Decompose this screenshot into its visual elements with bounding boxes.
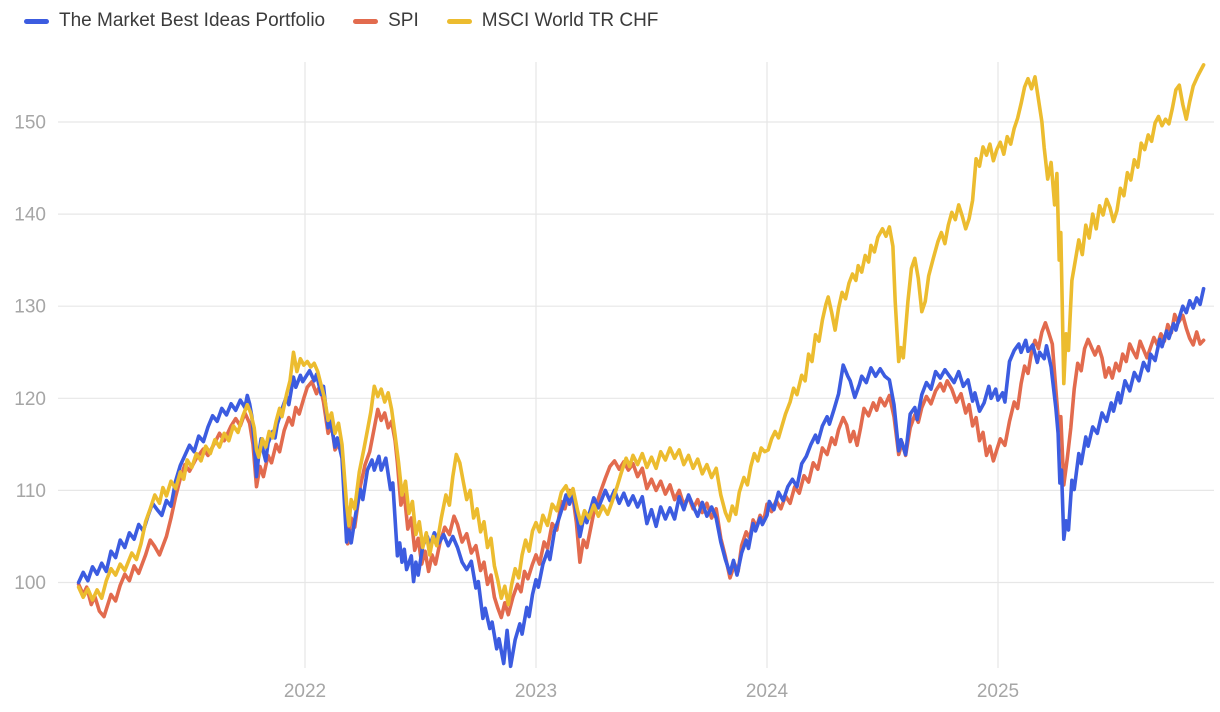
y-tick-120: 120 bbox=[14, 389, 46, 410]
legend-label-portfolio: The Market Best Ideas Portfolio bbox=[59, 10, 326, 31]
legend-marker-spi-icon bbox=[353, 18, 379, 24]
y-tick-150: 150 bbox=[14, 113, 46, 134]
legend-item-spi[interactable]: SPI bbox=[353, 9, 419, 33]
vertical-gridlines bbox=[304, 62, 999, 668]
x-axis-labels: 2022 2023 2024 2025 bbox=[284, 681, 1019, 702]
legend-marker-portfolio-icon bbox=[24, 18, 49, 24]
legend-marker-msci-icon bbox=[446, 18, 472, 24]
legend-label-msci: MSCI World TR CHF bbox=[481, 10, 659, 31]
y-tick-100: 100 bbox=[14, 573, 46, 594]
y-tick-130: 130 bbox=[14, 297, 46, 318]
legend-item-msci[interactable]: MSCI World TR CHF bbox=[446, 9, 659, 33]
series-line-msci-world-tr-chf[interactable] bbox=[76, 63, 1206, 607]
y-tick-140: 140 bbox=[14, 205, 46, 226]
y-axis-labels: 100 110 120 130 140 150 bbox=[14, 113, 46, 595]
legend-label-spi: SPI bbox=[388, 10, 419, 31]
series-line-spi[interactable] bbox=[76, 312, 1206, 620]
x-tick-2023: 2023 bbox=[515, 681, 557, 702]
chart-legend: The Market Best Ideas Portfolio SPI MSCI… bbox=[24, 9, 658, 33]
legend-item-portfolio[interactable]: The Market Best Ideas Portfolio bbox=[24, 9, 325, 33]
x-tick-2025: 2025 bbox=[977, 681, 1019, 702]
horizontal-gridlines bbox=[58, 121, 1214, 584]
x-tick-2024: 2024 bbox=[746, 681, 789, 702]
x-tick-2022: 2022 bbox=[284, 681, 326, 702]
y-tick-110: 110 bbox=[16, 481, 46, 502]
series-lines bbox=[76, 63, 1206, 669]
